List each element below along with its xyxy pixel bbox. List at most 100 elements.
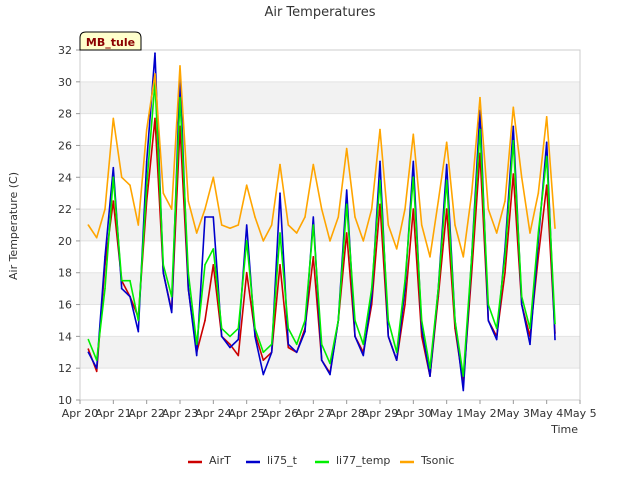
y-tick-label: 16 <box>58 299 72 312</box>
data-point <box>554 338 556 341</box>
data-point <box>337 216 340 218</box>
data-point <box>87 351 90 354</box>
data-point <box>545 141 548 144</box>
x-tick-label: Apr 26 <box>262 407 299 420</box>
data-point <box>445 141 448 144</box>
data-point <box>370 208 373 210</box>
x-tick-label: Apr 23 <box>162 407 199 420</box>
y-tick-label: 10 <box>58 394 72 407</box>
data-point <box>254 335 256 338</box>
data-point <box>470 192 473 194</box>
data-point <box>145 128 148 131</box>
data-point <box>445 208 448 210</box>
data-point <box>162 192 165 194</box>
plot-frame <box>79 49 581 401</box>
data-point <box>504 271 506 274</box>
data-point <box>462 389 465 392</box>
data-point <box>320 359 323 362</box>
y-tick-label: 32 <box>58 44 72 57</box>
data-point <box>354 319 356 322</box>
data-point <box>187 200 190 202</box>
data-point <box>87 224 90 226</box>
data-point <box>545 184 548 187</box>
data-point <box>279 163 281 166</box>
data-point <box>429 367 431 369</box>
x-tick-label: May 3 <box>497 407 530 420</box>
data-point <box>304 330 306 333</box>
data-point <box>270 224 273 226</box>
data-point <box>279 232 281 234</box>
grid-band <box>80 272 580 305</box>
data-point <box>379 128 381 131</box>
data-point <box>395 359 398 362</box>
data-point <box>345 203 348 206</box>
series-lines <box>87 52 556 392</box>
data-point <box>395 248 398 250</box>
data-point <box>462 375 465 377</box>
data-point <box>295 351 298 354</box>
data-point <box>529 327 531 330</box>
data-point <box>187 271 190 274</box>
data-point <box>312 224 315 226</box>
data-point <box>404 279 406 282</box>
grid-bands <box>80 49 580 401</box>
data-point <box>437 200 440 202</box>
data-point <box>237 224 240 226</box>
x-axis-label: Time <box>550 423 578 436</box>
data-point <box>495 327 498 330</box>
data-point <box>170 311 173 314</box>
data-point <box>512 106 515 109</box>
data-point <box>204 216 206 218</box>
y-tick-label: 22 <box>58 203 72 216</box>
data-point <box>337 319 340 322</box>
data-point <box>245 184 248 187</box>
data-point <box>545 116 548 118</box>
data-point <box>154 73 156 75</box>
data-point <box>320 208 323 210</box>
data-point <box>429 375 431 377</box>
data-point <box>262 359 265 362</box>
x-tick-label: May 4 <box>530 407 563 420</box>
data-point <box>454 224 456 226</box>
data-point <box>245 240 248 242</box>
data-point <box>254 327 256 330</box>
data-point <box>345 189 348 191</box>
data-point <box>287 224 290 226</box>
data-point <box>537 232 540 234</box>
data-point <box>454 319 456 322</box>
y-tick-label: 20 <box>58 235 72 248</box>
data-point <box>237 354 240 357</box>
data-point <box>187 287 190 290</box>
data-point <box>479 128 481 131</box>
data-point <box>129 295 131 298</box>
data-point <box>95 359 98 362</box>
data-point <box>220 224 223 226</box>
data-point <box>145 184 148 187</box>
data-point <box>220 327 223 330</box>
data-point <box>379 203 381 206</box>
x-tick-label: Apr 30 <box>395 407 432 420</box>
data-point <box>154 52 156 54</box>
data-point <box>412 133 415 136</box>
x-tick-label: May 2 <box>463 407 496 420</box>
data-point <box>179 65 181 67</box>
data-point <box>512 125 515 128</box>
data-point <box>420 335 423 338</box>
data-point <box>262 351 265 354</box>
x-tick-label: Apr 27 <box>295 407 332 420</box>
data-point <box>387 319 390 322</box>
y-tick-label: 14 <box>58 330 72 343</box>
data-point <box>504 256 506 258</box>
legend: AirT li75_t li77_temp Tsonic <box>188 454 454 467</box>
chart-title: Air Temperatures <box>264 5 375 20</box>
x-tick-label: Apr 22 <box>128 407 165 420</box>
data-point <box>229 335 231 338</box>
data-point <box>245 271 248 274</box>
data-point <box>379 160 381 163</box>
data-point <box>520 295 523 298</box>
x-tick-label: Apr 25 <box>228 407 265 420</box>
data-point <box>120 287 123 290</box>
data-point <box>312 216 315 218</box>
y-tick-label: 18 <box>58 267 72 280</box>
